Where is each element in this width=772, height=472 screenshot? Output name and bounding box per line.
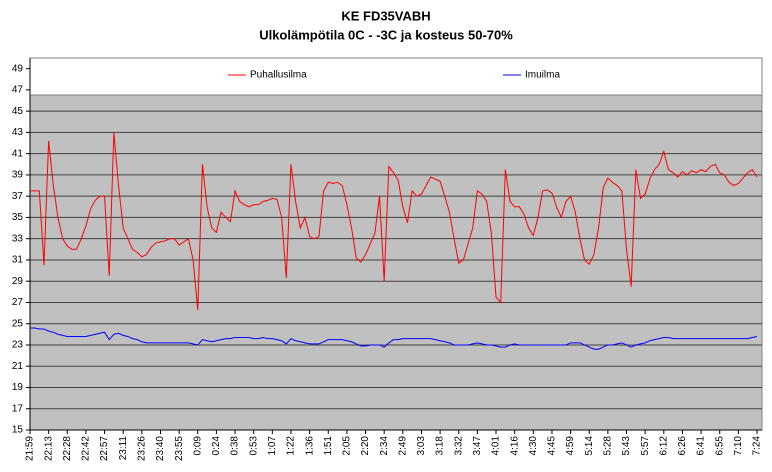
plot-area	[29, 57, 763, 431]
x-tick-label: 22:57	[99, 436, 110, 461]
x-tick-label: 4:45	[547, 436, 558, 456]
x-tick-label: 22:13	[43, 436, 54, 461]
y-tick-label: 23	[12, 340, 24, 351]
x-tick-label: 3:03	[416, 436, 427, 456]
x-tick-label: 1:51	[323, 436, 334, 456]
x-tick-label: 0:53	[248, 436, 259, 456]
x-tick-label: 6:41	[696, 436, 707, 456]
y-tick-label: 25	[12, 318, 24, 329]
chart-subtitle: Ulkolämpötila 0C - -3C ja kosteus 50-70%	[259, 27, 513, 42]
x-tick-label: 6:12	[658, 436, 669, 456]
series-line	[30, 132, 758, 310]
x-tick-label: 6:55	[714, 436, 725, 456]
y-tick-label: 45	[12, 106, 24, 117]
x-tick-label: 1:22	[286, 436, 297, 456]
x-tick-label: 1:36	[304, 436, 315, 456]
y-tick-label: 17	[12, 403, 24, 414]
x-tick-label: 5:57	[640, 436, 651, 456]
y-tick-label: 43	[12, 127, 24, 138]
x-tick-label: 5:14	[584, 436, 595, 456]
legend-label: Imuilma	[525, 70, 560, 81]
x-tick-label: 22:42	[81, 436, 92, 461]
x-tick-label: 7:24	[752, 436, 763, 456]
x-tick-label: 23:26	[136, 436, 147, 461]
y-tick-label: 33	[12, 233, 24, 244]
x-tick-label: 4:16	[509, 436, 520, 456]
y-tick-label: 35	[12, 212, 24, 223]
y-tick-label: 31	[12, 255, 24, 266]
series-line	[30, 327, 758, 350]
x-tick-label: 23:11	[118, 436, 129, 461]
x-tick-label: 5:43	[621, 436, 632, 456]
x-tick-label: 2:05	[342, 436, 353, 456]
y-tick-label: 19	[12, 382, 24, 393]
chart-title: KE FD35VABH	[341, 8, 430, 23]
x-tick-label: 4:01	[491, 436, 502, 456]
x-tick-label: 7:10	[733, 436, 744, 456]
x-tick-label: 22:28	[62, 436, 73, 461]
y-tick-label: 39	[12, 170, 24, 181]
x-tick-label: 3:18	[435, 436, 446, 456]
y-tick-label: 21	[12, 361, 24, 372]
x-tick-label: 3:32	[453, 436, 464, 456]
x-tick-label: 5:28	[603, 436, 614, 456]
legend-label: Puhallusilma	[250, 70, 307, 81]
x-tick-label: 0:09	[192, 436, 203, 456]
x-tick-label: 21:59	[25, 436, 36, 461]
x-tick-label: 2:34	[379, 436, 390, 456]
x-tick-label: 1:07	[267, 436, 278, 456]
x-tick-label: 3:47	[472, 436, 483, 456]
y-tick-label: 47	[12, 85, 24, 96]
x-tick-label: 23:55	[174, 436, 185, 461]
y-tick-label: 15	[12, 425, 24, 436]
x-tick-label: 23:40	[155, 436, 166, 461]
x-tick-label: 4:30	[528, 436, 539, 456]
x-tick-label: 2:49	[397, 436, 408, 456]
y-tick-label: 49	[12, 63, 24, 74]
x-tick-label: 4:59	[565, 436, 576, 456]
x-tick-label: 2:20	[360, 436, 371, 456]
y-tick-label: 37	[12, 191, 24, 202]
y-tick-label: 41	[12, 148, 24, 159]
legend	[29, 57, 763, 96]
y-tick-label: 29	[12, 276, 24, 287]
x-tick-label: 0:38	[230, 436, 241, 456]
y-tick-label: 27	[12, 297, 24, 308]
x-tick-label: 6:26	[677, 436, 688, 456]
x-tick-label: 0:24	[211, 436, 222, 456]
